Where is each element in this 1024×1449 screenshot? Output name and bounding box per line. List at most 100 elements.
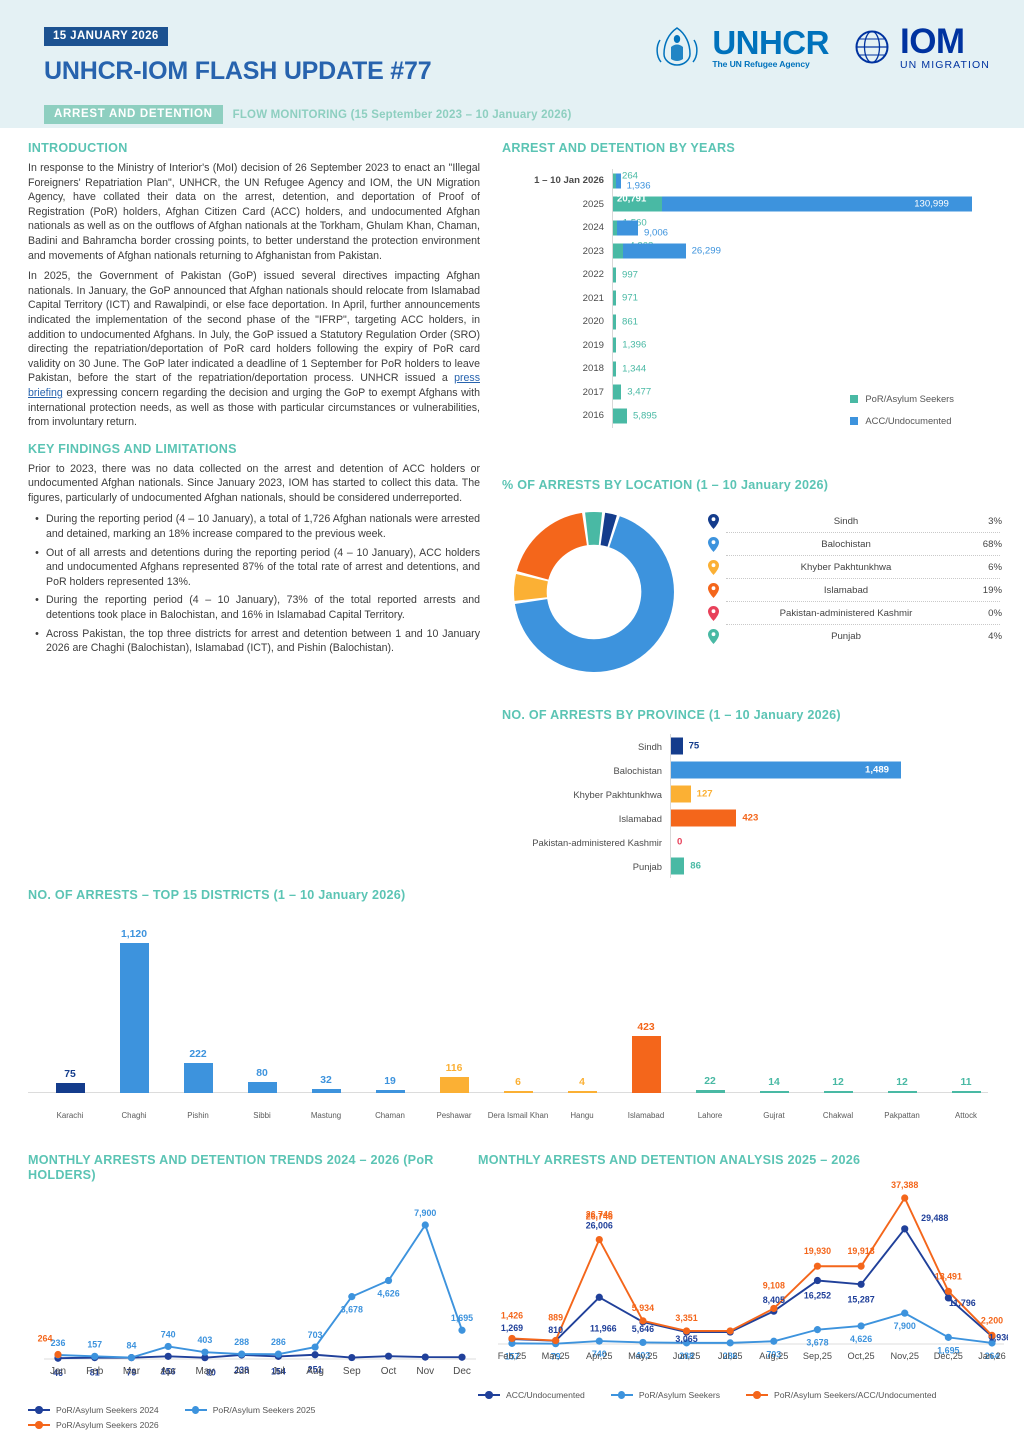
- district-label: Karachi: [56, 1111, 84, 1120]
- data-point: [384, 1276, 393, 1285]
- map-pin-icon: [702, 536, 724, 552]
- legend-item: PoR/Asylum Seekers: [610, 1390, 720, 1400]
- province-bar: [671, 857, 685, 875]
- data-label-apr-acc: 26,006: [586, 1221, 613, 1231]
- data-point: [639, 1317, 647, 1325]
- x-tick-label: Jun: [234, 1366, 250, 1377]
- years-row-bars: 20,791 130,999: [612, 192, 1002, 216]
- bullet-icon: •: [35, 513, 39, 526]
- data-point: [348, 1293, 356, 1301]
- data-point: [508, 1339, 516, 1347]
- map-pin-icon: [702, 513, 724, 529]
- province-bar-area: 86: [670, 854, 1002, 878]
- years-row-label: 1 – 10 Jan 2026: [534, 175, 604, 187]
- location-name: Sindh: [833, 515, 859, 527]
- province-label: Punjab: [632, 860, 662, 872]
- chart-monthly-por-trends: MONTHLY ARRESTS AND DETENTION TRENDS 202…: [28, 1153, 480, 1435]
- data-label: 3,678: [341, 1305, 363, 1315]
- data-point: [944, 1333, 952, 1341]
- data-label-apr-total: 26,746: [586, 1210, 613, 1220]
- province-value: 86: [690, 860, 701, 872]
- district-bar: [695, 1090, 725, 1093]
- district-column: 19: [362, 1076, 418, 1093]
- logos: UNHCR The UN Refugee Agency IOM UN MIGRA…: [650, 24, 990, 71]
- list-item: • During the reporting period (4 – 10 Ja…: [28, 593, 480, 622]
- district-column: 423: [618, 1022, 674, 1093]
- data-point: [595, 1337, 603, 1345]
- data-point: [201, 1348, 209, 1356]
- years-row-bars: 997: [612, 263, 1002, 287]
- district-label: Dera Ismail Khan: [487, 1111, 549, 1120]
- x-tick-label: Mar: [123, 1366, 141, 1377]
- tag-flow-monitoring: FLOW MONITORING (15 September 2023 – 10 …: [232, 108, 572, 121]
- data-point: [348, 1353, 356, 1362]
- x-tick-label: Aug,25: [759, 1351, 788, 1361]
- x-tick-label: Sep: [343, 1366, 361, 1377]
- district-label: Pakpattan: [884, 1111, 920, 1120]
- donut-slice: [516, 512, 588, 581]
- data-point: [901, 1309, 909, 1317]
- intro-paragraph-1: In response to the Ministry of Interior'…: [28, 162, 480, 262]
- location-separator: [726, 624, 1000, 625]
- district-value: 80: [256, 1068, 268, 1080]
- data-point: [813, 1262, 822, 1270]
- province-value: 0: [677, 836, 683, 848]
- years-value-por: 861: [622, 316, 639, 328]
- years-value-acc: 9,006: [644, 227, 669, 239]
- years-row-bars: 1,344: [612, 357, 1002, 381]
- data-label: 46: [53, 1368, 63, 1378]
- legend-label: PoR/Asylum Seekers 2024: [56, 1405, 159, 1415]
- legend-item: PoR/Asylum Seekers/ACC/Undocumented: [746, 1390, 936, 1400]
- legend-label: PoR/Asylum Seekers 2025: [212, 1405, 316, 1415]
- years-bar-por: [613, 243, 624, 259]
- legend-swatch: [850, 416, 859, 425]
- line-series-0: [511, 1227, 993, 1342]
- data-label: 26,746: [586, 1212, 613, 1222]
- province-value: 1,489: [865, 764, 890, 776]
- key-findings-bullets: • During the reporting period (4 – 10 Ja…: [28, 512, 480, 655]
- years-row: 2023 4,36826,299: [502, 239, 1002, 263]
- intro-column: INTRODUCTION In response to the Ministry…: [28, 141, 480, 660]
- iom-name: IOM: [899, 22, 965, 61]
- years-row-label: 2018: [582, 363, 604, 375]
- district-bar: [567, 1091, 597, 1093]
- data-point: [639, 1338, 647, 1347]
- data-point: [682, 1339, 691, 1347]
- district-value: 423: [637, 1022, 655, 1034]
- province-bar: [671, 785, 691, 803]
- data-label: 16,252: [804, 1291, 831, 1301]
- chart-monthly-analysis: MONTHLY ARRESTS AND DETENTION ANALYSIS 2…: [478, 1153, 1011, 1405]
- data-point: [54, 1350, 62, 1359]
- district-label: Sibbi: [253, 1111, 271, 1120]
- legend-label: ACC/Undocumented: [865, 415, 952, 426]
- district-column: 4: [554, 1077, 610, 1093]
- data-point: [901, 1194, 909, 1202]
- years-chart-title: ARREST AND DETENTION BY YEARS: [502, 141, 736, 155]
- location-percent: 3%: [988, 515, 1002, 527]
- district-label: Islamabad: [627, 1111, 665, 1120]
- province-bar-area: 75: [670, 734, 1002, 758]
- district-value: 75: [64, 1068, 76, 1080]
- data-label: 403: [198, 1335, 213, 1345]
- unhcr-emblem-icon: [656, 27, 698, 67]
- years-bar-por: [613, 337, 617, 353]
- district-bar: [119, 943, 149, 1093]
- data-label: 79: [551, 1352, 561, 1362]
- years-value-por: 997: [622, 269, 639, 281]
- province-row: Khyber Pakhtunkhwa 127: [502, 782, 1002, 806]
- district-column: 11: [938, 1077, 994, 1093]
- legend-line-swatch: [610, 1390, 633, 1400]
- press-briefing-link[interactable]: press briefing: [28, 372, 480, 399]
- map-pin-icon: [702, 628, 724, 644]
- years-bar-por: [613, 220, 617, 236]
- district-column: 80: [234, 1068, 290, 1093]
- years-row-bars: 1,396: [612, 333, 1002, 357]
- location-separator: [726, 532, 1000, 533]
- data-label: 7,900: [894, 1321, 916, 1331]
- page-header: 15 JANUARY 2026 UNHCR-IOM FLASH UPDATE #…: [0, 0, 1024, 128]
- district-bar: [951, 1091, 981, 1093]
- years-bar-acc: [662, 196, 973, 212]
- province-value: 423: [742, 812, 759, 824]
- list-item: • Across Pakistan, the top three distric…: [28, 627, 480, 656]
- data-point: [164, 1342, 172, 1351]
